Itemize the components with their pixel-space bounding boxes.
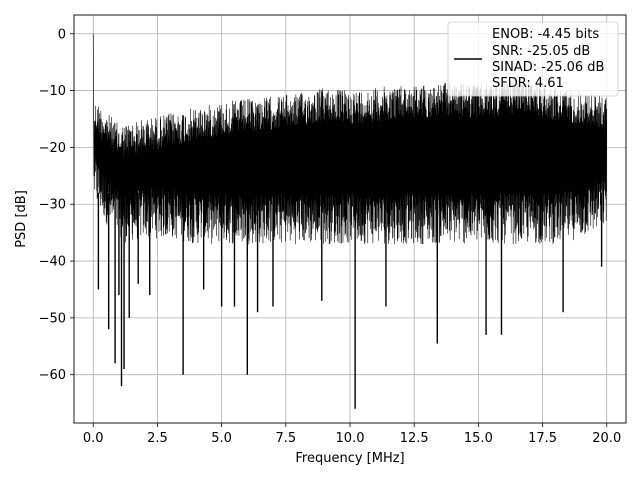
legend-enob: ENOB: -4.45 bits bbox=[492, 27, 599, 42]
x-tick-label: 7.5 bbox=[275, 431, 296, 446]
x-tick-label: 0.0 bbox=[83, 431, 104, 446]
x-tick-label: 20.0 bbox=[592, 431, 621, 446]
x-tick-label: 12.5 bbox=[400, 431, 429, 446]
y-tick-label: 0 bbox=[58, 27, 66, 42]
x-tick-label: 10.0 bbox=[336, 431, 365, 446]
x-tick-label: 15.0 bbox=[464, 431, 493, 446]
x-tick-label: 2.5 bbox=[147, 431, 168, 446]
y-tick-label: −60 bbox=[39, 368, 66, 383]
y-tick-label: −10 bbox=[39, 84, 66, 99]
x-tick-label: 5.0 bbox=[211, 431, 232, 446]
psd-line bbox=[92, 33, 608, 245]
legend-sinad: SINAD: -25.06 dB bbox=[492, 60, 604, 75]
axis-ticks: 0.0 2.5 5.0 7.5 10.0 12.5 15.0 17.5 20.0 0 −10 −20 −… bbox=[39, 27, 622, 446]
y-tick-label: −50 bbox=[39, 311, 66, 326]
legend-box bbox=[447, 21, 619, 97]
x-axis-title: Frequency [MHz] bbox=[295, 451, 404, 466]
x-tick-label: 17.5 bbox=[528, 431, 557, 446]
y-tick-label: −20 bbox=[39, 141, 66, 156]
legend-snr: SNR: -25.05 dB bbox=[492, 44, 590, 59]
legend-sfdr: SFDR: 4.61 bbox=[492, 76, 564, 91]
y-tick-label: −30 bbox=[39, 198, 66, 213]
y-axis-title: PSD [dB] bbox=[14, 190, 29, 248]
psd-series bbox=[92, 33, 608, 409]
legend: ENOB: -4.45 bits SNR: -25.05 dB SINAD: -… bbox=[447, 21, 619, 97]
y-tick-label: −40 bbox=[39, 255, 66, 270]
